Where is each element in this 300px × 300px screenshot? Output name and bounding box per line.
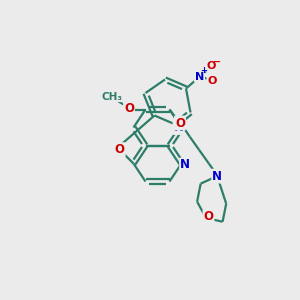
Text: N: N (212, 169, 222, 183)
Text: O: O (175, 116, 185, 130)
Text: −: − (213, 56, 221, 67)
Text: +: + (200, 66, 208, 75)
Text: O: O (124, 101, 134, 115)
Text: O: O (206, 61, 216, 71)
Text: O: O (115, 143, 125, 156)
Text: methoxy: methoxy (113, 98, 119, 100)
Text: N: N (173, 121, 184, 134)
Text: CH₃: CH₃ (102, 92, 123, 102)
Text: O: O (207, 76, 217, 86)
Text: O: O (203, 210, 214, 223)
Text: N: N (180, 158, 190, 172)
Text: N: N (195, 71, 204, 82)
